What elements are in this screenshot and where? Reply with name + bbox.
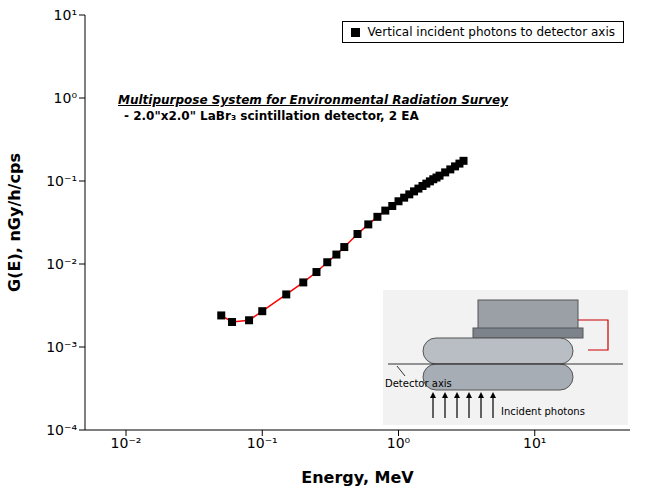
svg-text:10⁻²: 10⁻² — [46, 256, 77, 272]
svg-text:Incident photons: Incident photons — [501, 406, 585, 417]
svg-text:10⁰: 10⁰ — [54, 90, 78, 106]
svg-text:Detector axis: Detector axis — [385, 378, 452, 389]
svg-text:10⁻²: 10⁻² — [111, 435, 142, 451]
html-text:Multipurpose System for Enviro: Multipurpose System for Environmental Ra… — [118, 93, 508, 107]
svg-text:10⁻¹: 10⁻¹ — [46, 173, 77, 189]
svg-text:10⁰: 10⁰ — [387, 435, 411, 451]
svg-text:10⁻⁴: 10⁻⁴ — [46, 422, 77, 438]
svg-text:10⁻¹: 10⁻¹ — [247, 435, 278, 451]
svg-text:G(E), nGy/h/cps: G(E), nGy/h/cps — [5, 153, 24, 292]
svg-text:10⁻³: 10⁻³ — [46, 339, 77, 355]
svg-text:10¹: 10¹ — [523, 435, 546, 451]
svg-text:Energy, MeV: Energy, MeV — [301, 468, 414, 487]
html-text:- 2.0"x2.0" LaBr₃ scintillatio: - 2.0"x2.0" LaBr₃ scintillation detector… — [124, 109, 419, 123]
svg-text:10¹: 10¹ — [54, 7, 77, 23]
html-text:Vertical incident photons to d: Vertical incident photons to detector ax… — [367, 25, 615, 39]
